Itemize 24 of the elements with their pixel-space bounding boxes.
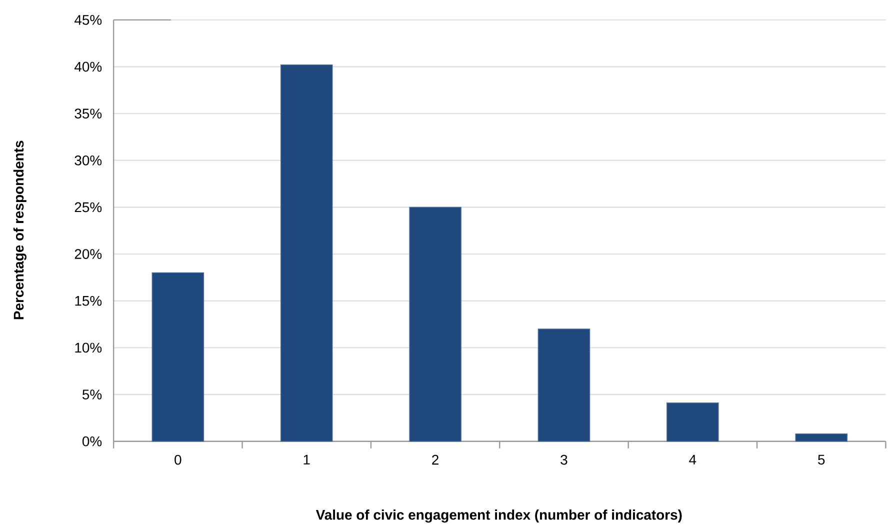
- y-tick-label: 30%: [74, 155, 102, 166]
- x-tick-label: 4: [689, 454, 696, 464]
- y-tick-label: 35%: [74, 108, 102, 119]
- y-tick-label: 5%: [82, 390, 102, 400]
- x-tick-label: 1: [304, 454, 310, 464]
- y-tick-label: 20%: [74, 249, 102, 259]
- x-tick-label: 5: [818, 454, 825, 465]
- x-tick-label: 2: [432, 454, 438, 465]
- y-tick-label: 45%: [74, 15, 102, 25]
- y-tick-label: 0%: [82, 436, 102, 446]
- bar: [666, 402, 719, 442]
- x-tick-label: 3: [560, 454, 568, 465]
- y-tick-label: 40%: [74, 62, 102, 72]
- y-tick-label: 15%: [75, 296, 102, 306]
- bar: [795, 433, 848, 442]
- y-axis-title: Percentage of respondents: [13, 140, 26, 320]
- x-axis-title: Value of civic engagement index (number of indicators): [316, 510, 682, 523]
- y-tick-label: 25%: [74, 202, 102, 212]
- bar: [538, 328, 590, 442]
- bar: [280, 64, 333, 442]
- bar: [152, 272, 204, 442]
- y-tick-label: 10%: [75, 342, 102, 353]
- bar: [409, 206, 462, 442]
- x-tick-label: 0: [174, 454, 182, 465]
